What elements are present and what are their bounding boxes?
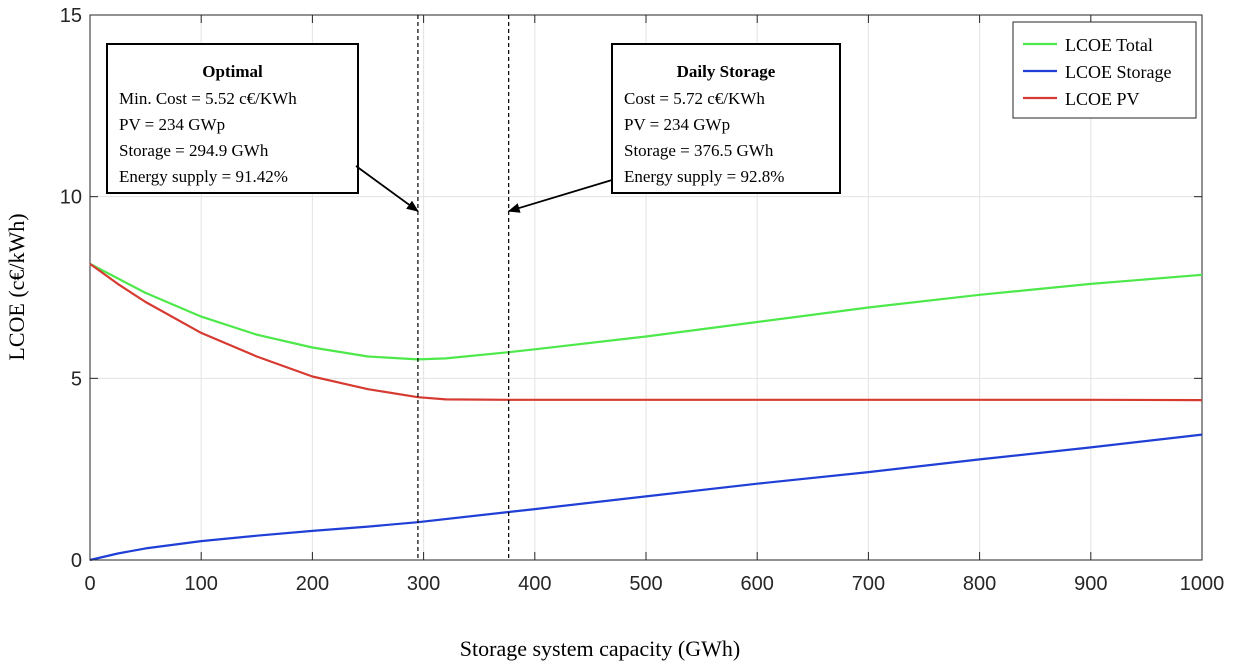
annotation-line: Energy supply = 91.42% [119,167,288,186]
lcoe-storage-line [89,433,1203,562]
annotation-arrow [355,165,419,212]
annotation-box: Optimal Min. Cost = 5.52 c€/KWh PV = 234 G… [106,43,419,212]
series-layer [89,262,1203,562]
annotation-title: Daily Storage [677,62,776,81]
annotation-arrow [507,179,613,213]
y-tick-labels: 0 5 10 15 [60,5,1202,572]
x-tick-label: 0 [84,573,95,595]
annotation-line: PV = 234 GWp [119,115,225,134]
x-tick-label: 100 [185,573,218,595]
lcoe-pv-line [89,263,1203,402]
x-tick-label: 700 [852,573,885,595]
annotation-line: PV = 234 GWp [624,115,730,134]
y-tick-label: 15 [60,5,82,27]
x-tick-label: 400 [518,573,551,595]
x-tick-label: 300 [407,573,440,595]
annotation-line: Cost = 5.72 c€/KWh [624,89,765,108]
x-axis-label: Storage system capacity (GWh) [460,636,740,661]
annotation-line: Storage = 376.5 GWh [624,141,774,160]
annotation-frame [611,43,841,194]
y-tick-label: 10 [60,187,82,209]
annotation-line: Storage = 294.9 GWh [119,141,269,160]
x-tick-label: 1000 [1180,573,1225,595]
annotation-line: Min. Cost = 5.52 c€/KWh [119,89,297,108]
x-tick-label: 500 [629,573,662,595]
x-tick-label: 200 [296,573,329,595]
x-tick-labels: 0 100 200 300 400 500 600 700 800 900 1000 [84,15,1224,595]
y-tick-label: 0 [71,550,82,572]
x-tick-label: 600 [741,573,774,595]
x-tick-label: 800 [963,573,996,595]
lcoe-total-line [89,262,1203,361]
y-tick-label: 5 [71,368,82,390]
legend-label-lcoe-pv: LCOE PV [1065,89,1140,109]
legend-label-lcoe-storage: LCOE Storage [1065,62,1171,82]
annotation-title: Optimal [202,62,263,81]
annotation-frame [106,43,359,194]
reference-lines [417,15,510,560]
annotations: Optimal Min. Cost = 5.52 c€/KWh PV = 234 G… [106,43,841,213]
annotation-line: Energy supply = 92.8% [624,167,784,186]
legend-label-lcoe-total: LCOE Total [1065,35,1153,55]
annotation-box: Daily Storage Cost = 5.72 c€/KWh PV = 234 … [507,43,841,213]
x-tick-label: 900 [1074,573,1107,595]
y-axis-label: LCOE (c€/kWh) [4,213,29,360]
legend: LCOE Total LCOE Storage LCOE PV [1012,21,1197,119]
